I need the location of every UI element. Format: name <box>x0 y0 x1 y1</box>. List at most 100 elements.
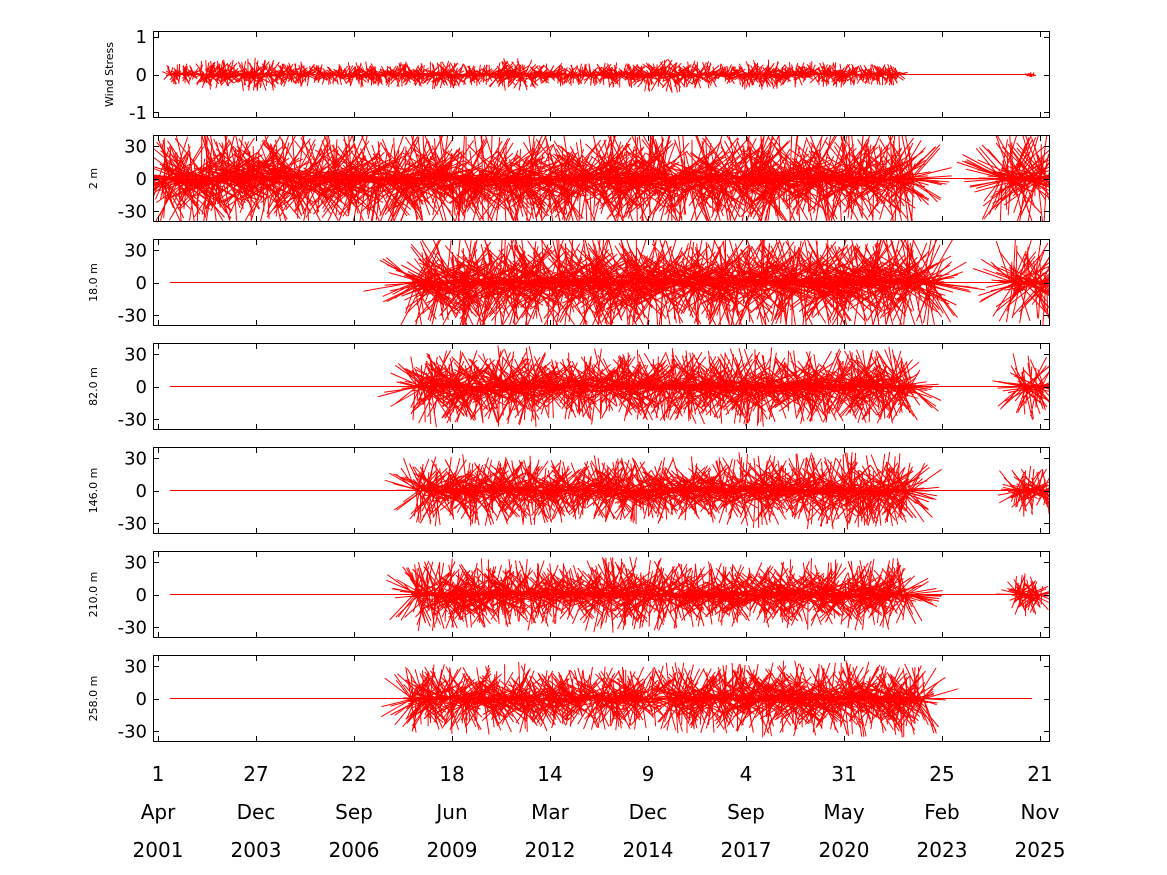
stick <box>785 74 797 80</box>
stick <box>434 178 465 180</box>
stick <box>794 74 806 81</box>
stick <box>328 74 330 85</box>
stick <box>275 178 304 194</box>
stick <box>213 153 234 179</box>
stick <box>272 178 287 222</box>
stick <box>366 178 411 190</box>
stick <box>248 161 283 179</box>
stick <box>873 65 880 75</box>
stick <box>298 64 302 75</box>
stick <box>195 178 204 206</box>
stick <box>779 74 782 84</box>
stick <box>455 70 459 75</box>
stick <box>256 74 259 89</box>
stick <box>911 178 915 222</box>
stick <box>226 74 239 81</box>
stick <box>583 74 594 81</box>
stick <box>606 169 655 179</box>
stick <box>233 74 244 78</box>
stick <box>576 74 582 77</box>
stick <box>436 74 448 82</box>
stick <box>491 69 502 75</box>
stick <box>274 149 300 179</box>
stick <box>189 65 194 75</box>
stick <box>851 135 857 179</box>
stick <box>397 178 436 191</box>
stick <box>425 74 437 77</box>
stick <box>153 177 165 179</box>
stick <box>416 74 424 78</box>
stick <box>557 178 596 203</box>
stick <box>266 178 298 218</box>
stick <box>326 135 330 179</box>
stick <box>685 178 709 222</box>
stick <box>507 74 512 76</box>
stick <box>698 70 706 75</box>
stick <box>775 147 793 179</box>
stick <box>195 63 205 75</box>
stick <box>294 63 299 75</box>
stick <box>291 177 323 179</box>
stick <box>502 147 510 179</box>
stick <box>393 65 399 75</box>
stick <box>867 145 874 179</box>
stick <box>901 135 912 179</box>
stick <box>865 69 875 75</box>
stick <box>640 162 654 179</box>
stick <box>406 178 451 189</box>
stick <box>188 74 194 76</box>
stick <box>890 153 911 179</box>
stick <box>372 178 413 190</box>
stick <box>487 178 533 187</box>
stick <box>551 74 562 76</box>
stick <box>575 65 582 75</box>
stick <box>558 154 601 179</box>
stick <box>383 74 387 78</box>
stick <box>210 60 214 75</box>
stick <box>769 178 777 217</box>
stick <box>343 135 353 179</box>
stick <box>573 173 596 179</box>
stick <box>293 74 303 84</box>
stick <box>753 62 759 75</box>
stick <box>738 178 761 221</box>
stick <box>723 178 732 222</box>
stick <box>238 65 246 75</box>
stick <box>720 146 745 179</box>
stick <box>677 74 688 81</box>
stick <box>828 74 837 85</box>
stick <box>309 65 312 75</box>
stick <box>199 74 204 77</box>
stick <box>964 160 1008 179</box>
stick <box>674 178 702 208</box>
stick <box>204 178 215 219</box>
stick <box>820 74 824 83</box>
stick <box>407 74 419 79</box>
stick <box>434 178 447 222</box>
stick <box>668 160 694 179</box>
stick <box>687 61 690 75</box>
stick <box>169 178 217 199</box>
stick <box>695 135 713 179</box>
stick <box>792 178 829 201</box>
stick <box>336 178 383 182</box>
stick <box>822 74 825 87</box>
stick <box>707 178 721 196</box>
stick <box>472 74 474 76</box>
stick <box>726 66 729 75</box>
stick <box>444 73 457 75</box>
stick <box>695 178 721 201</box>
stick <box>407 147 432 179</box>
stick <box>622 71 635 75</box>
stick <box>726 64 732 75</box>
stick <box>193 72 196 75</box>
stick <box>302 72 312 75</box>
stick <box>1028 74 1031 77</box>
stick <box>592 74 601 79</box>
stick <box>215 74 222 81</box>
stick <box>747 135 766 179</box>
stick <box>658 178 686 212</box>
stick <box>605 74 618 78</box>
stick <box>889 73 892 75</box>
